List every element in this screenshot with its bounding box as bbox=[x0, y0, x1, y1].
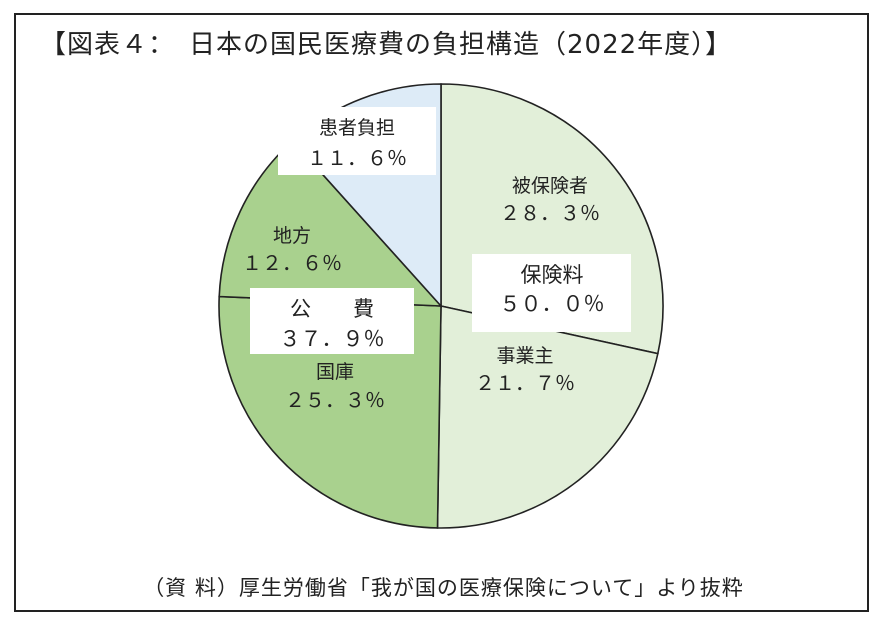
slice-label-5: 患者負担 bbox=[319, 117, 395, 139]
slice-label-3: 国庫 bbox=[316, 361, 354, 383]
slice-value-4: １２．６％ bbox=[242, 251, 342, 275]
slice-label-1: 被保険者 bbox=[512, 175, 588, 197]
slice-label-2: 事業主 bbox=[496, 345, 553, 367]
group-label-box-public bbox=[250, 288, 414, 354]
slice-label-4: 地方 bbox=[273, 225, 311, 247]
slice-value-2: ２１．７％ bbox=[475, 371, 575, 395]
pie-slice-3 bbox=[218, 295, 442, 529]
pie-slice-2 bbox=[436, 305, 659, 529]
group-value-public: ３７．９％ bbox=[280, 327, 385, 351]
slice-value-1: ２８．３％ bbox=[500, 201, 600, 225]
group-value-insurance: ５０．０％ bbox=[500, 292, 605, 316]
slice-value-5: １１．６％ bbox=[307, 146, 407, 170]
slice-label-box-5 bbox=[278, 107, 436, 175]
group-label-box-insurance bbox=[472, 254, 631, 332]
group-label-insurance: 保険料 bbox=[521, 263, 584, 287]
slice-value-3: ２５．３％ bbox=[285, 388, 385, 412]
group-label-public: 公 費 bbox=[290, 297, 374, 321]
source-note: （資 料）厚生労働省「我が国の医療保険について」より抜粋 bbox=[143, 576, 744, 600]
figure-title: 【図表４： 日本の国民医療費の負担構造（2022年度）】 bbox=[40, 30, 733, 60]
figure-frame bbox=[14, 13, 869, 612]
